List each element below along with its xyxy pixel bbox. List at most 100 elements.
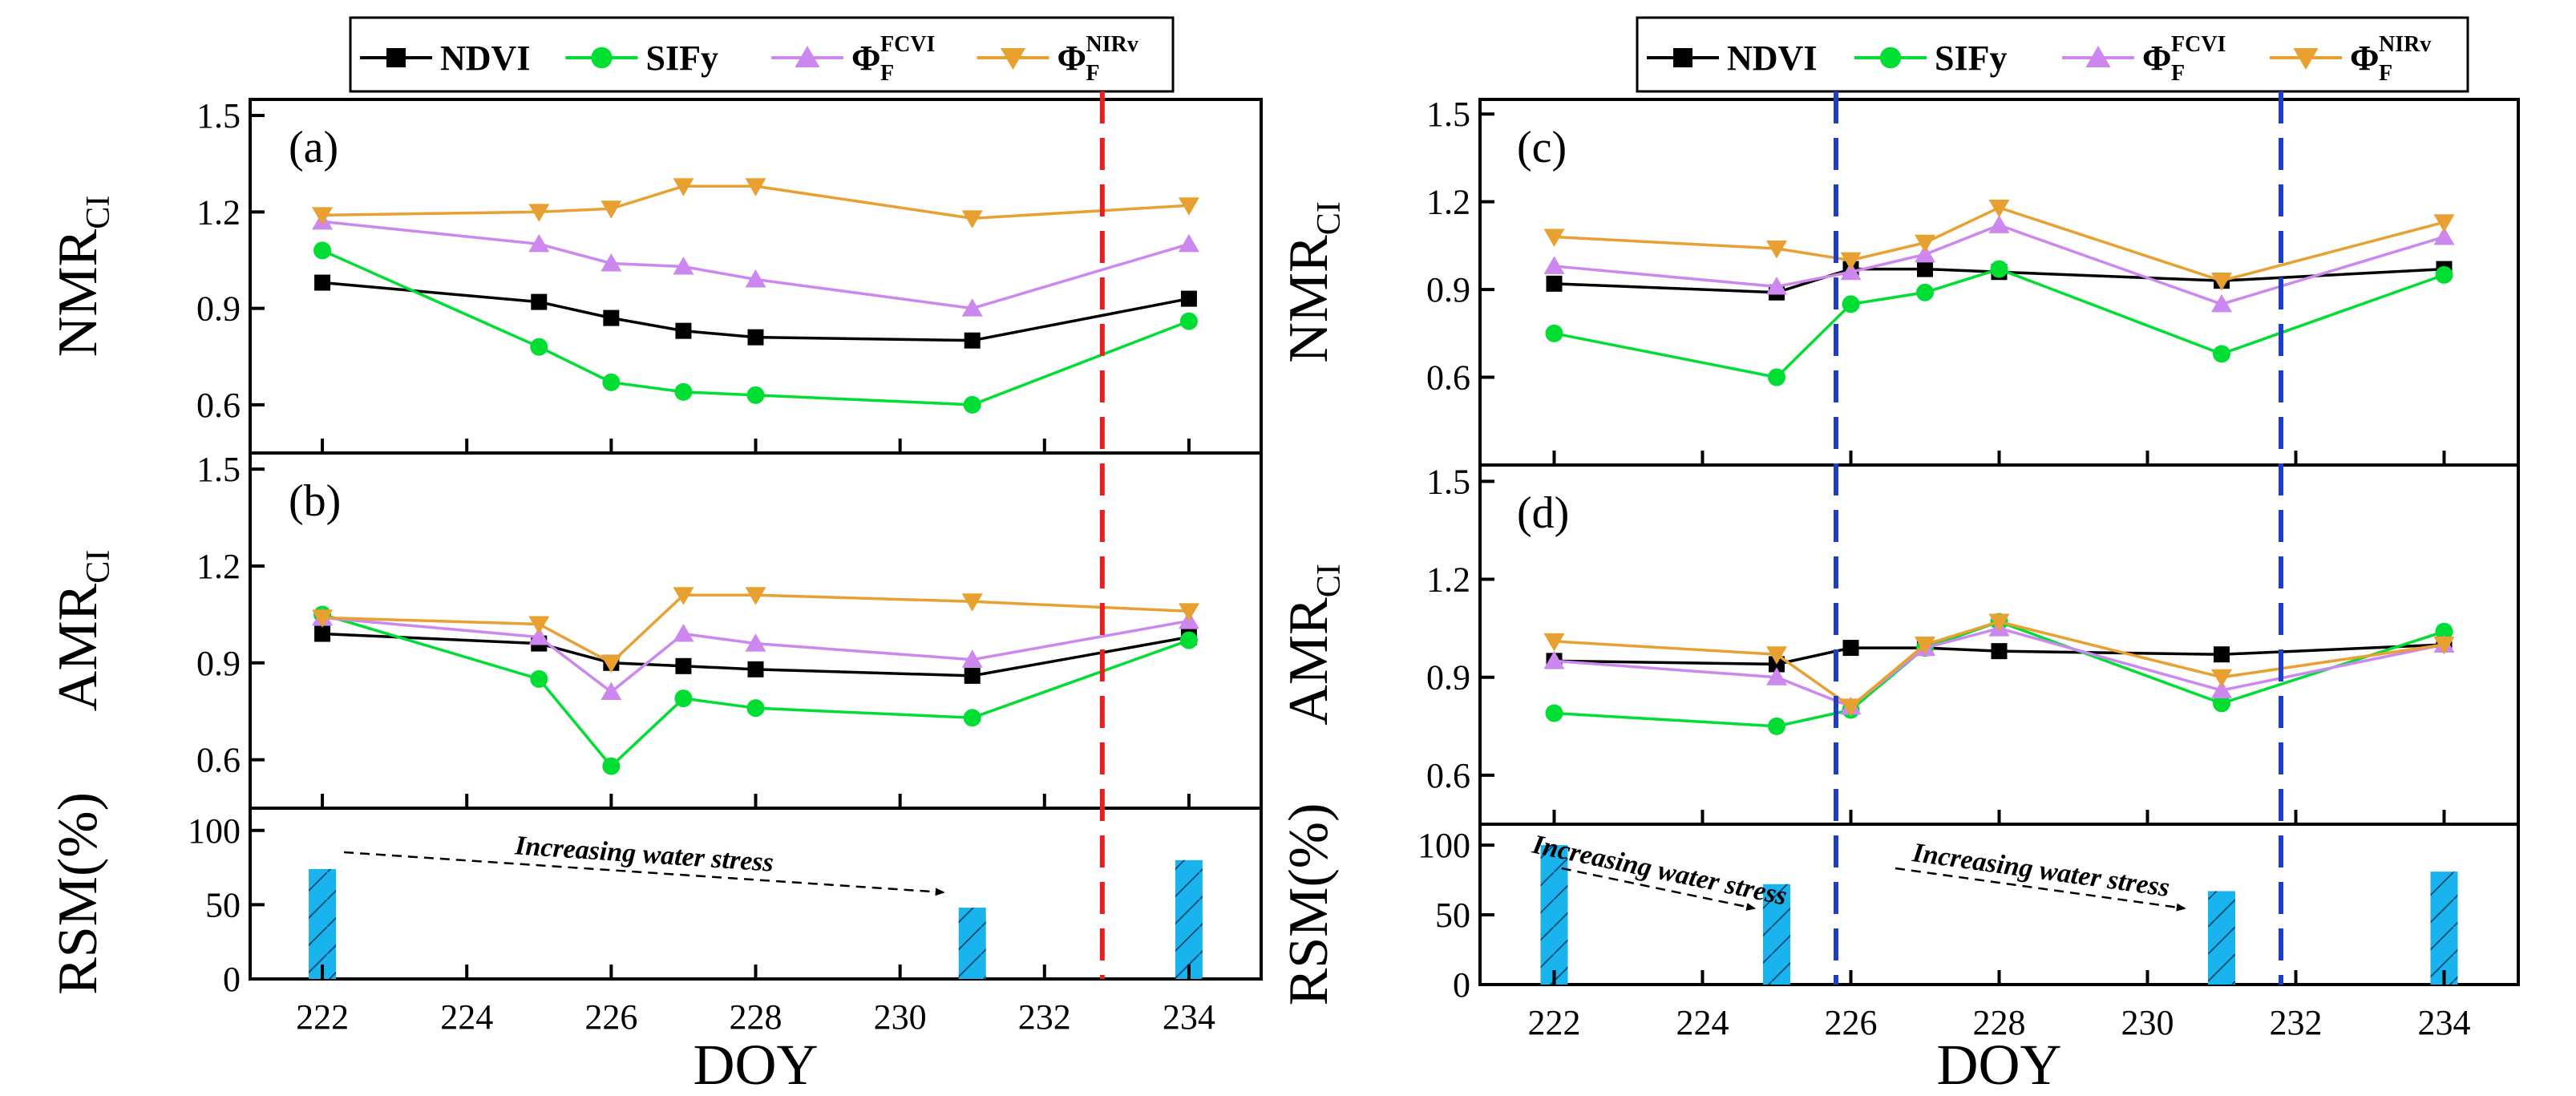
- point-nirv-228: [745, 587, 766, 605]
- point-nirv-227: [673, 587, 694, 605]
- legend-box: [349, 16, 1175, 93]
- x-tick-label: 224: [440, 997, 493, 1037]
- point-ndvi-228: [747, 661, 764, 677]
- point-ndvi-228: [1991, 643, 2008, 660]
- legend-sub-fcvi: F: [2171, 61, 2185, 86]
- point-fcvi-226: [601, 681, 622, 701]
- point-sify-222: [313, 241, 332, 260]
- y-axis-label-sub: CI: [80, 196, 117, 229]
- legend-label-ndvi: NDVI: [1727, 38, 1817, 78]
- series-line-sify: [1554, 267, 2445, 379]
- legend-marker-fcvi: [795, 46, 820, 67]
- y-axis-label-main: NMR: [47, 229, 109, 357]
- y-tick-label: 0.6: [196, 386, 241, 425]
- y-tick-label: 1.5: [1426, 95, 1470, 134]
- point-nirv-225: [1766, 241, 1787, 259]
- point-sify-225: [1768, 368, 1785, 386]
- point-nirv-225: [528, 616, 550, 634]
- panel-b: 0.6 0.9 1.2 1.5 AMRCI (b): [47, 450, 1263, 810]
- point-fcvi-231: [961, 649, 983, 668]
- y-tick-label: 0.9: [196, 644, 241, 683]
- point-nirv-234: [1178, 603, 1199, 621]
- rsm-bar-hatch-222: [1540, 845, 1568, 985]
- point-sify-228: [746, 699, 765, 718]
- legend-sup-fcvi: FCVI: [880, 32, 935, 57]
- y-tick-label: 50: [205, 885, 241, 924]
- y-tick-label: 0.9: [196, 289, 241, 329]
- y-axis-label-sub: CI: [1311, 201, 1348, 235]
- point-sify-234: [1179, 631, 1198, 649]
- rsm-bar-hatch-225: [1763, 884, 1790, 985]
- y-tick-label: 100: [1417, 826, 1470, 865]
- series-line-fcvi: [1554, 626, 2445, 709]
- y-axis-label-sub: CI: [80, 550, 117, 584]
- point-nirv-228: [745, 178, 766, 196]
- point-fcvi-225: [1766, 276, 1787, 295]
- y-axis-label: AMRCI: [47, 550, 117, 711]
- point-fcvi-227: [673, 256, 694, 275]
- point-ndvi-222: [314, 625, 331, 642]
- y-tick-label: 100: [188, 811, 241, 851]
- legend-marker-ndvi: [386, 48, 406, 67]
- point-fcvi-234: [2433, 226, 2455, 245]
- point-sify-225: [530, 669, 548, 688]
- y-axis-label-main: NMR: [1278, 235, 1340, 363]
- y-tick-label: 0.6: [1426, 358, 1470, 398]
- point-sify-226: [602, 373, 621, 391]
- point-fcvi-228: [745, 633, 766, 652]
- point-fcvi-231: [2211, 680, 2232, 699]
- x-axis-label: DOY: [1937, 1033, 2062, 1096]
- legend-sup-fcvi: FCVI: [2171, 32, 2226, 57]
- point-nirv-225: [528, 204, 550, 222]
- panel-tag: (d): [1517, 488, 1569, 538]
- y-tick-label: 0: [223, 960, 241, 999]
- panel-c: 0.6 0.9 1.2 1.5 NMRCI (c): [1278, 95, 2520, 467]
- point-nirv-227: [1915, 637, 1935, 655]
- point-nirv-231: [961, 210, 983, 229]
- legend-sub-fcvi: F: [880, 61, 894, 86]
- x-tick-label: 234: [1163, 997, 1215, 1037]
- series-line-sify: [1554, 620, 2445, 728]
- legend-marker-nirv: [2293, 48, 2319, 70]
- point-sify-234: [2435, 265, 2453, 284]
- point-sify-226: [1842, 295, 1860, 313]
- legend-sup-nirv: NIRv: [1086, 32, 1138, 57]
- point-ndvi-222: [1546, 275, 1563, 292]
- y-tick-label: 0.6: [1426, 756, 1470, 795]
- legend-marker-sify: [1879, 47, 1902, 69]
- point-ndvi-226: [603, 309, 620, 326]
- y-axis-label: AMRCI: [1278, 564, 1348, 725]
- rsm-frame: [249, 807, 1263, 981]
- x-tick-label: 226: [1825, 1003, 1878, 1042]
- point-fcvi-222: [1543, 650, 1565, 669]
- panel-a: 0.6 0.9 1.2 1.5 NMRCI (a): [47, 96, 1263, 455]
- point-fcvi-222: [1543, 256, 1565, 274]
- point-ndvi-227: [675, 657, 692, 674]
- point-ndvi-226: [1842, 640, 1859, 657]
- point-nirv-222: [1543, 633, 1565, 652]
- y-tick-label: 0.9: [1426, 658, 1470, 698]
- point-sify-228: [1990, 260, 2008, 278]
- legend-marker-nirv: [1000, 48, 1026, 70]
- point-sify-231: [963, 709, 981, 727]
- point-nirv-228: [1988, 199, 2010, 218]
- x-tick-label: 230: [874, 997, 927, 1037]
- point-sify-227: [674, 690, 693, 708]
- y-axis-label-main: AMR: [1278, 597, 1340, 726]
- point-sify-222: [1545, 324, 1563, 342]
- point-fcvi-226: [601, 253, 622, 272]
- rsm-bar-hatch-231: [2208, 891, 2235, 985]
- point-sify-231: [2213, 694, 2230, 713]
- point-fcvi-225: [1766, 667, 1787, 686]
- point-nirv-231: [961, 593, 983, 612]
- point-ndvi-234: [1180, 290, 1197, 307]
- point-nirv-231: [2211, 669, 2232, 688]
- panel-tag: (a): [289, 123, 338, 172]
- panel-tag: (c): [1517, 123, 1567, 172]
- x-tick-label: 232: [1018, 997, 1071, 1037]
- point-nirv-226: [1840, 698, 1862, 717]
- point-sify-225: [530, 338, 548, 356]
- y-tick-label: 1.2: [1426, 183, 1470, 222]
- stress-annotation: Increasing water stress: [1910, 838, 2171, 903]
